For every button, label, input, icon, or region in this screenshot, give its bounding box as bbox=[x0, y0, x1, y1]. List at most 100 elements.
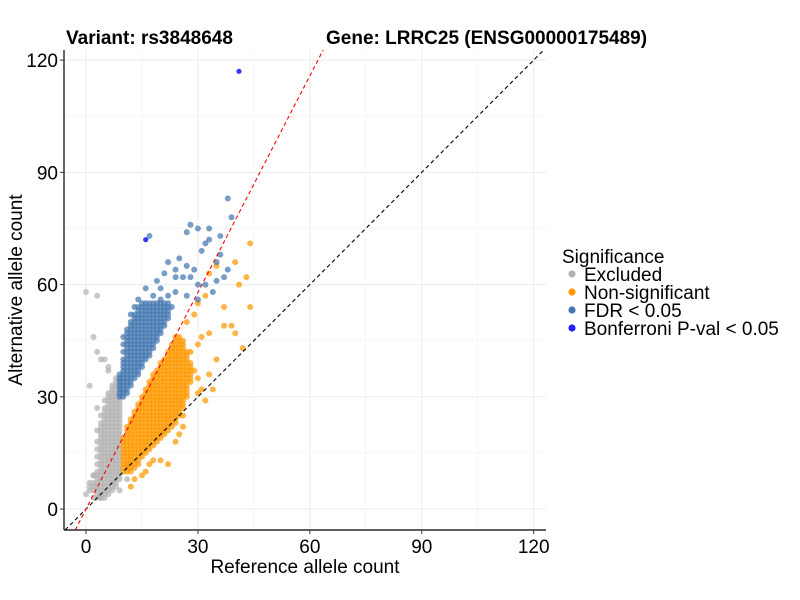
data-point bbox=[224, 195, 231, 202]
data-point bbox=[146, 232, 153, 239]
data-point bbox=[202, 240, 209, 247]
data-point bbox=[217, 232, 224, 239]
data-point bbox=[116, 487, 123, 494]
data-point bbox=[221, 304, 228, 311]
data-point bbox=[191, 311, 198, 318]
data-point bbox=[217, 251, 224, 258]
data-point bbox=[213, 259, 220, 266]
legend-label: Excluded bbox=[584, 265, 662, 286]
data-point bbox=[101, 356, 108, 363]
data-point bbox=[90, 472, 97, 479]
data-point bbox=[194, 225, 201, 232]
y-tick-label: 0 bbox=[47, 500, 58, 521]
data-point bbox=[213, 277, 220, 284]
chart-title-gene: Gene: LRRC25 (ENSG00000175489) bbox=[326, 28, 647, 49]
legend-label: Non-significant bbox=[584, 283, 710, 304]
data-point bbox=[202, 397, 209, 404]
data-points bbox=[83, 68, 254, 501]
data-point bbox=[224, 266, 231, 273]
identity-line bbox=[64, 49, 545, 531]
x-axis-ticks: 0 30 60 90 120 bbox=[81, 530, 550, 558]
data-point bbox=[172, 289, 179, 296]
data-point bbox=[236, 68, 242, 74]
data-point bbox=[206, 225, 213, 232]
data-point bbox=[194, 341, 201, 348]
data-point bbox=[194, 281, 201, 288]
data-point bbox=[206, 371, 213, 378]
data-point bbox=[172, 274, 179, 281]
data-point bbox=[157, 296, 164, 303]
legend-label: FDR < 0.05 bbox=[584, 301, 682, 322]
data-point bbox=[235, 281, 242, 288]
legend-key-icon bbox=[568, 270, 576, 278]
data-point bbox=[165, 292, 172, 299]
data-point bbox=[153, 277, 160, 284]
data-point bbox=[194, 375, 201, 382]
data-point bbox=[232, 330, 239, 337]
data-point bbox=[124, 476, 131, 483]
data-point bbox=[198, 333, 205, 340]
legend: Significance ExcludedNon-significantFDR … bbox=[562, 247, 779, 340]
data-point bbox=[105, 363, 112, 370]
data-point bbox=[194, 296, 201, 303]
data-point bbox=[90, 333, 97, 340]
data-point bbox=[187, 274, 194, 281]
data-point bbox=[183, 262, 190, 269]
x-tick-label: 30 bbox=[187, 537, 208, 558]
legend-item-excluded: Excluded bbox=[568, 265, 662, 286]
data-point bbox=[135, 296, 142, 303]
data-point bbox=[86, 483, 93, 490]
data-point bbox=[247, 304, 254, 311]
data-point bbox=[94, 405, 101, 412]
data-point bbox=[165, 259, 172, 266]
legend-item-bonferroni-p-val-0-05: Bonferroni P-val < 0.05 bbox=[568, 319, 779, 340]
data-point bbox=[183, 229, 190, 236]
data-point bbox=[176, 333, 183, 340]
data-point bbox=[187, 348, 194, 355]
data-point bbox=[142, 285, 149, 292]
data-point bbox=[247, 240, 254, 247]
data-point bbox=[142, 468, 149, 475]
data-point bbox=[187, 221, 194, 228]
y-tick-label: 60 bbox=[37, 276, 58, 297]
data-point bbox=[221, 274, 228, 281]
legend-key-icon bbox=[568, 288, 576, 296]
expected-ratio-line bbox=[74, 49, 324, 531]
chart-title-variant: Variant: rs3848648 bbox=[66, 28, 233, 49]
data-point bbox=[202, 281, 209, 288]
y-tick-label: 120 bbox=[26, 51, 58, 72]
x-tick-label: 120 bbox=[518, 537, 550, 558]
data-point bbox=[138, 472, 145, 479]
y-tick-label: 30 bbox=[37, 388, 58, 409]
data-point bbox=[172, 266, 179, 273]
data-point bbox=[206, 330, 213, 337]
data-point bbox=[206, 270, 213, 277]
data-point bbox=[209, 386, 216, 393]
data-point bbox=[143, 237, 149, 243]
data-point bbox=[183, 292, 190, 299]
data-point bbox=[172, 438, 179, 445]
data-point bbox=[187, 360, 194, 367]
series-bonferroni-p-val-0-05 bbox=[143, 68, 242, 243]
data-point bbox=[228, 322, 235, 329]
data-point bbox=[176, 255, 183, 262]
x-tick-label: 60 bbox=[299, 537, 320, 558]
data-point bbox=[146, 461, 153, 468]
legend-label: Bonferroni P-val < 0.05 bbox=[584, 319, 779, 340]
legend-item-non-significant: Non-significant bbox=[568, 283, 710, 304]
data-point bbox=[213, 356, 220, 363]
data-point bbox=[165, 300, 172, 307]
data-point bbox=[183, 318, 190, 325]
data-point bbox=[221, 322, 228, 329]
data-point bbox=[150, 457, 157, 464]
data-point bbox=[176, 431, 183, 438]
data-point bbox=[165, 461, 172, 468]
data-point bbox=[180, 337, 187, 344]
x-tick-label: 0 bbox=[81, 537, 92, 558]
reference-lines bbox=[64, 49, 545, 531]
y-axis-title: Alternative allele count bbox=[6, 194, 27, 386]
legend-key-icon bbox=[568, 306, 576, 314]
series-non-significant bbox=[120, 240, 254, 490]
data-point bbox=[83, 491, 90, 498]
